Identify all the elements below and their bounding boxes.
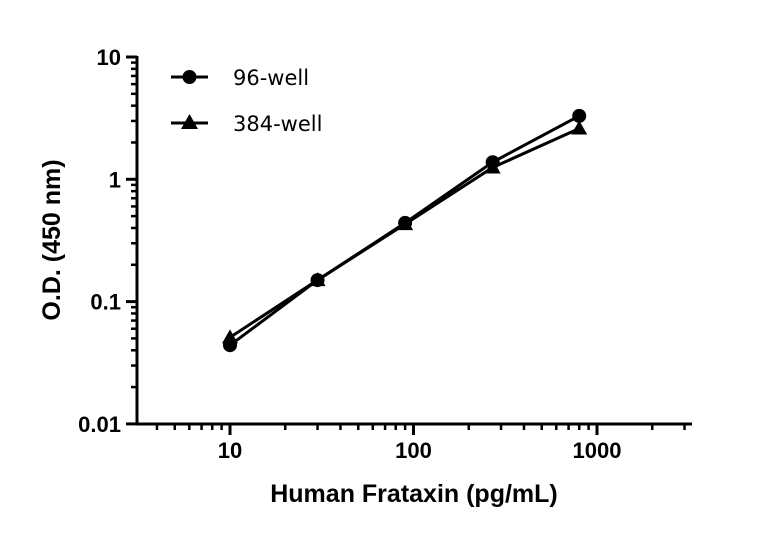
triangle-marker — [571, 120, 588, 135]
y-tick-label: 0.1 — [90, 290, 121, 315]
x-tick-label: 1000 — [573, 438, 622, 463]
y-tick-label: 10 — [97, 45, 121, 70]
x-tick-label: 100 — [395, 438, 432, 463]
legend-circle-icon — [182, 70, 197, 84]
y-tick-label: 1 — [109, 167, 121, 192]
legend: 96-well 384-well — [171, 66, 322, 136]
legend-label: 96-well — [233, 66, 309, 90]
triangle-marker — [309, 272, 326, 287]
triangle-marker — [484, 159, 501, 174]
triangle-marker — [397, 216, 414, 231]
legend-triangle-icon — [181, 114, 198, 129]
series-lines — [222, 108, 588, 353]
x-tick-label: 10 — [218, 438, 242, 463]
y-axis-title: O.D. (450 nm) — [38, 159, 66, 320]
legend-label: 384-well — [233, 112, 322, 136]
triangle-marker — [222, 329, 238, 344]
y-tick-label: 0.01 — [78, 412, 121, 437]
circle-marker — [572, 108, 587, 123]
series-line-96-well — [229, 114, 580, 347]
axes: 10 1 0.1 0.01 10 100 1000 — [78, 45, 692, 463]
x-axis-title: Human Frataxin (pg/mL) — [270, 480, 558, 508]
